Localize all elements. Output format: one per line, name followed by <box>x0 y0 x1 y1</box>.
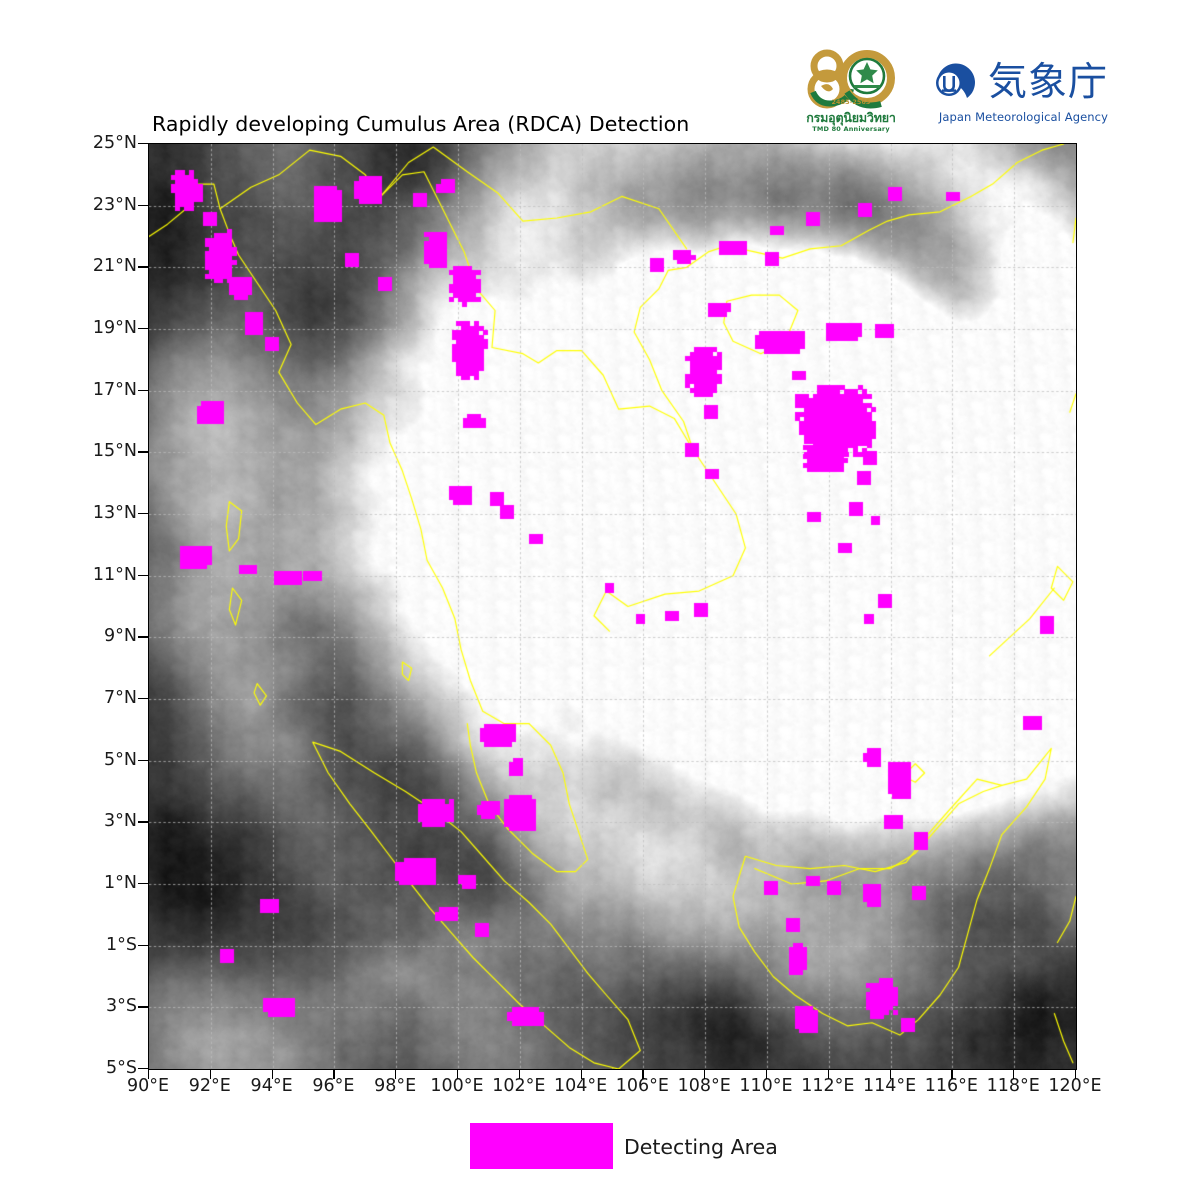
satellite-imagery-canvas <box>149 144 1076 1069</box>
x-axis-tick-mark <box>271 1069 273 1079</box>
y-axis-tick-mark <box>138 759 148 761</box>
y-axis-tick-label: 3°N <box>104 811 137 832</box>
x-axis-tick-label: 90°E <box>126 1076 170 1096</box>
x-axis-tick-mark <box>580 1069 582 1079</box>
y-axis-tick-mark <box>138 513 148 515</box>
satellite-map-plot <box>148 143 1077 1070</box>
y-axis-tick-mark <box>138 1068 148 1070</box>
y-axis-tick-label: 9°N <box>104 626 137 647</box>
x-axis-tick-mark <box>1013 1069 1015 1079</box>
x-axis-tick-mark <box>889 1069 891 1079</box>
y-axis-tick-mark <box>138 698 148 700</box>
legend: Detecting Area <box>0 1118 1200 1180</box>
x-axis-tick-label: 112°E <box>801 1076 855 1096</box>
x-axis-tick-label: 100°E <box>430 1076 484 1096</box>
legend-label: Detecting Area <box>624 1135 778 1159</box>
x-axis-tick-label: 114°E <box>862 1076 917 1096</box>
x-axis-tick-mark <box>704 1069 706 1079</box>
x-axis-tick-mark <box>209 1069 212 1079</box>
x-axis-tick-label: 96°E <box>312 1076 355 1096</box>
y-axis-tick-label: 1°S <box>106 934 137 955</box>
y-axis-tick-mark <box>138 204 148 206</box>
y-axis-tick-label: 21°N <box>92 256 137 277</box>
x-axis-tick-label: 94°E <box>250 1076 293 1096</box>
tmd-logo-english-caption: TMD 80 Anniversary <box>812 125 890 133</box>
jma-logo-english: Japan Meteorological Agency <box>938 109 1108 124</box>
tmd-logo-graphic <box>807 49 895 109</box>
japan-meteorological-agency-logo: 気象庁 Japan Meteorological Agency <box>933 53 1108 131</box>
y-axis-tick-mark <box>138 944 148 946</box>
logo-group: 2485-2565 กรมอุตุนิยมวิทยา TMD 80 Annive… <box>791 46 1108 138</box>
x-axis-tick-mark <box>951 1069 953 1079</box>
y-axis-tick-mark <box>138 821 148 823</box>
x-axis-tick-mark <box>766 1069 768 1079</box>
x-axis-tick-mark <box>1075 1069 1077 1079</box>
x-axis-tick-label: 102°E <box>492 1076 546 1096</box>
x-axis-tick-mark <box>827 1069 830 1079</box>
y-axis-tick-label: 7°N <box>104 688 137 708</box>
legend-color-swatch <box>470 1123 613 1169</box>
x-axis-tick-mark <box>518 1069 521 1079</box>
x-axis-tick-label: 104°E <box>553 1076 608 1096</box>
y-axis-tick-label: 5°N <box>104 749 137 770</box>
y-axis-tick-mark <box>138 328 148 330</box>
x-axis-tick-label: 108°E <box>677 1076 731 1096</box>
jma-emblem-icon <box>935 63 975 98</box>
y-axis-tick-mark <box>138 883 148 885</box>
header: Rapidly developing Cumulus Area (RDCA) D… <box>0 0 1200 295</box>
x-axis-tick-mark <box>148 1069 150 1079</box>
x-axis-tick-label: 120°E <box>1048 1076 1102 1096</box>
y-axis-tick-label: 5°S <box>106 1058 137 1078</box>
x-axis-tick-label: 118°E <box>986 1076 1040 1096</box>
y-axis-tick-mark <box>138 451 148 453</box>
y-axis-tick-label: 15°N <box>92 441 137 462</box>
x-axis-tick-label: 98°E <box>374 1076 417 1096</box>
y-axis-tick-label: 19°N <box>92 318 137 338</box>
x-axis-tick-mark <box>457 1069 459 1079</box>
y-axis-tick-mark <box>138 574 148 576</box>
x-axis-tick-mark <box>395 1069 397 1079</box>
y-axis-tick-label: 25°N <box>92 133 137 153</box>
x-axis-tick-label: 110°E <box>739 1076 793 1096</box>
y-axis-tick-label: 17°N <box>92 379 137 400</box>
y-axis-tick-mark <box>138 636 148 638</box>
y-axis-tick-label: 13°N <box>92 503 137 523</box>
y-axis-tick-label: 23°N <box>92 194 137 215</box>
x-axis-tick-label: 106°E <box>615 1076 669 1096</box>
y-axis-tick-label: 3°S <box>106 996 137 1017</box>
x-axis-tick-mark <box>642 1069 644 1079</box>
tmd-logo-years: 2485-2565 <box>831 98 871 106</box>
y-axis-tick-mark <box>138 1006 148 1008</box>
y-axis-tick-mark <box>138 143 148 145</box>
jma-logo-kanji: 気象庁 <box>987 60 1108 105</box>
y-axis-tick-label: 1°N <box>104 873 137 893</box>
page-title: Rapidly developing Cumulus Area (RDCA) D… <box>152 112 690 136</box>
y-axis-tick-mark <box>138 266 148 268</box>
y-axis-tick-mark <box>138 389 148 391</box>
y-axis-tick-label: 11°N <box>92 564 137 585</box>
tmd-logo-thai-name: กรมอุตุนิยมวิทยา <box>806 110 896 125</box>
x-axis-tick-mark <box>333 1069 335 1079</box>
tmd-80th-anniversary-logo: 2485-2565 กรมอุตุนิยมวิทยา TMD 80 Annive… <box>791 46 911 138</box>
x-axis-tick-label: 116°E <box>924 1076 978 1096</box>
x-axis-tick-label: 92°E <box>188 1076 231 1096</box>
